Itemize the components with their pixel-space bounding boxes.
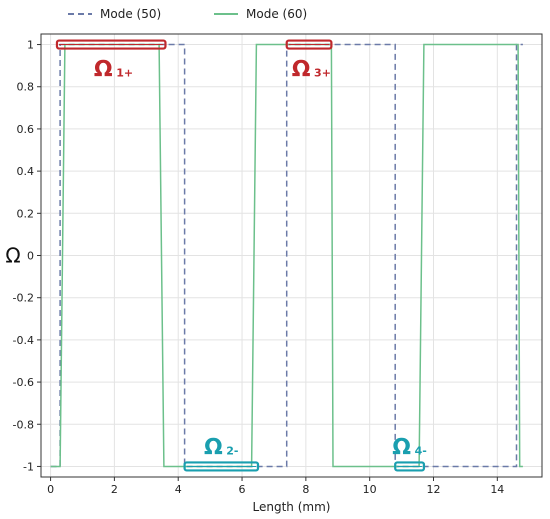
legend-label: Mode (60): [246, 7, 307, 21]
grid: [41, 34, 542, 477]
x-tick-label: 10: [363, 483, 377, 496]
y-tick-label: 0: [27, 250, 34, 263]
x-tick-label: 2: [111, 483, 118, 496]
annotation-subscript: 1+: [116, 67, 133, 80]
annotation-label: Ω: [204, 435, 223, 460]
y-tick-label: -0.2: [13, 292, 34, 305]
y-tick-label: 0.6: [17, 123, 35, 136]
legend-label: Mode (50): [100, 7, 161, 21]
x-tick-label: 12: [427, 483, 441, 496]
y-tick-label: 0.4: [17, 165, 35, 178]
annotation-label: Ω: [392, 435, 411, 460]
y-axis-label: Ω: [5, 244, 20, 268]
x-tick-label: 8: [302, 483, 309, 496]
y-tick-label: -0.6: [13, 376, 34, 389]
annotation-subscript: 4-: [415, 444, 427, 457]
ticks: 0 2 4 6 8 10 12 14 1 0.8 0.6 0.4 0.2 0 -0.2 -0.4 -0.6 -0.…: [13, 39, 505, 496]
annotations: Ω 1+ Ω 3+Ω 2- Ω 4-: [55, 39, 427, 472]
legend: Mode (50) Mode (60): [68, 7, 307, 21]
y-tick-label: 0.2: [17, 207, 35, 220]
y-tick-label: 1: [27, 39, 34, 52]
annotation-box: [285, 39, 333, 50]
x-tick-label: 14: [490, 483, 504, 496]
x-tick-label: 6: [239, 483, 246, 496]
series-line: [50, 43, 523, 468]
annotation-box: [55, 39, 167, 50]
annotation-label: Ω: [292, 58, 311, 83]
annotation-subscript: 3+: [314, 67, 331, 80]
y-tick-label: 0.8: [17, 81, 35, 94]
y-tick-label: -0.8: [13, 418, 34, 431]
x-tick-label: 0: [47, 483, 54, 496]
x-tick-label: 4: [175, 483, 182, 496]
y-tick-label: -0.4: [13, 334, 34, 347]
y-tick-label: -1: [23, 460, 34, 473]
annotation-box: [394, 461, 426, 472]
x-axis-label: Length (mm): [253, 500, 331, 514]
annotation-box: [183, 461, 260, 472]
annotation-label: Ω: [94, 58, 113, 83]
annotation-subscript: 2-: [226, 444, 238, 457]
